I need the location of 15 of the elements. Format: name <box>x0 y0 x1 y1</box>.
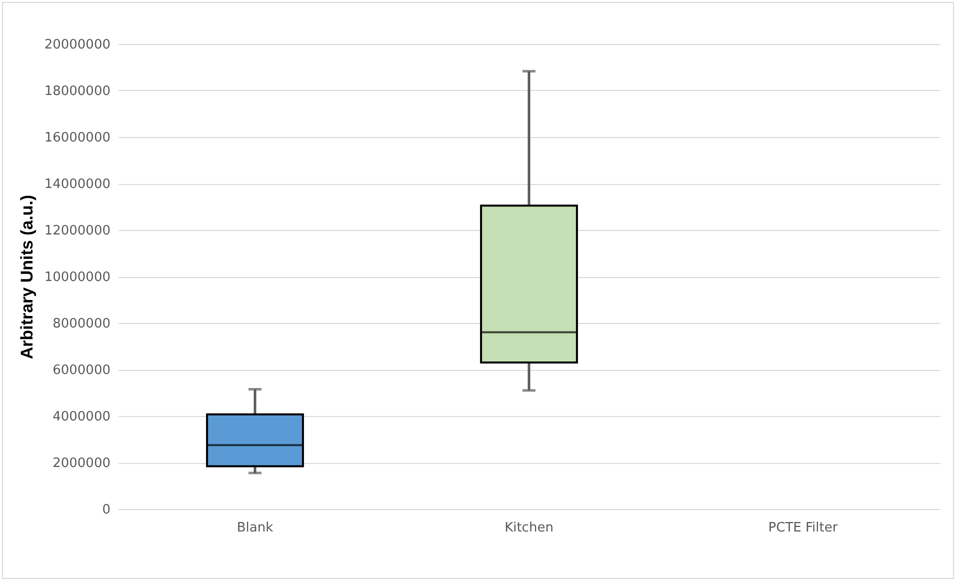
y-tick-label: 18000000 <box>44 84 110 99</box>
y-axis-title: Arbitrary Units (a.u.) <box>17 194 36 360</box>
x-tick-label: Blank <box>236 520 274 536</box>
y-tick-label: 0 <box>102 502 110 518</box>
y-tick-label: 20000000 <box>44 38 110 52</box>
y-tick-label: 8000000 <box>52 316 110 332</box>
y-tick-label: 10000000 <box>44 270 110 285</box>
y-tick-label: 2000000 <box>52 456 110 471</box>
y-tick-label: 14000000 <box>44 177 110 192</box>
x-tick-label: Kitchen <box>504 520 554 536</box>
y-tick-label: 6000000 <box>52 363 110 378</box>
y-tick-label: 16000000 <box>44 130 110 146</box>
y-tick-label: 12000000 <box>44 224 110 238</box>
x-tick-label: PCTE Filter <box>768 520 838 536</box>
y-tick-label: 4000000 <box>52 410 110 424</box>
